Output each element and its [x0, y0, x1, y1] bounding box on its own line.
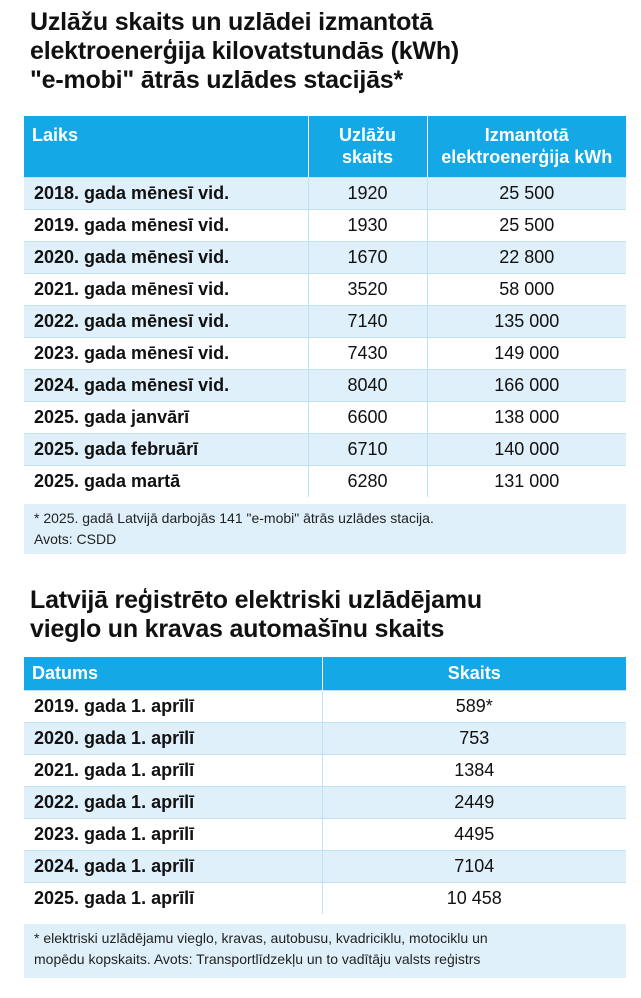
table-row: 2022. gada mēnesī vid. 7140 135 000	[24, 304, 626, 337]
table-row: 2025. gada janvārī 6600 138 000	[24, 400, 626, 433]
footnote-line: * 2025. gadā Latvijā darbojās 141 "e-mob…	[34, 510, 434, 526]
header-line: Izmantotā	[484, 125, 569, 146]
date-cell: 2025. gada 1. aprīlī	[24, 881, 323, 914]
table-row: 2019. gada mēnesī vid. 1930 25 500	[24, 208, 626, 241]
column-header-period: Laiks	[24, 116, 309, 177]
table-header-row: Laiks Uzlāžu skaits Izmantotā elektroene…	[24, 116, 626, 177]
count-cell: 1670	[308, 240, 428, 273]
period-cell: 2019. gada mēnesī vid.	[24, 208, 309, 241]
footnote-line: * elektriski uzlādējamu vieglo, kravas, …	[34, 930, 488, 946]
count-cell: 4495	[322, 817, 626, 850]
date-cell: 2023. gada 1. aprīlī	[24, 817, 323, 850]
energy-cell: 140 000	[427, 432, 626, 465]
count-cell: 3520	[308, 272, 428, 305]
count-cell: 6710	[308, 432, 428, 465]
table-row: 2019. gada 1. aprīlī 589*	[24, 689, 626, 722]
count-cell: 6280	[308, 464, 428, 497]
table-row: 2025. gada martā 6280 131 000	[24, 464, 626, 497]
energy-cell: 22 800	[427, 240, 626, 273]
column-header-date: Datums	[24, 657, 323, 690]
table-row: 2025. gada 1. aprīlī 10 458	[24, 881, 626, 914]
table-row: 2023. gada mēnesī vid. 7430 149 000	[24, 336, 626, 369]
energy-cell: 58 000	[427, 272, 626, 305]
count-cell: 1930	[308, 208, 428, 241]
count-cell: 10 458	[322, 881, 626, 914]
count-cell: 2449	[322, 785, 626, 818]
column-header-count: Uzlāžu skaits	[308, 116, 428, 177]
table-row: 2022. gada 1. aprīlī 2449	[24, 785, 626, 818]
footnote-line: mopēdu kopskaits. Avots: Transportlīdzek…	[34, 951, 481, 967]
count-cell: 7430	[308, 336, 428, 369]
table-row: 2023. gada 1. aprīlī 4495	[24, 817, 626, 850]
count-cell: 753	[322, 721, 626, 754]
title-line: elektroenerģija kilovatstundās (kWh)	[30, 37, 460, 65]
table-row: 2021. gada 1. aprīlī 1384	[24, 753, 626, 786]
header-line: skaits	[341, 147, 394, 168]
period-cell: 2024. gada mēnesī vid.	[24, 368, 309, 401]
energy-cell: 25 500	[427, 208, 626, 241]
date-cell: 2021. gada 1. aprīlī	[24, 753, 323, 786]
count-cell: 7140	[308, 304, 428, 337]
title-line: Latvijā reģistrēto elektriski uzlādējamu	[30, 586, 482, 614]
table-header-row: Datums Skaits	[24, 657, 626, 690]
column-header-count: Skaits	[322, 657, 626, 690]
registered-ev-title: Latvijā reģistrēto elektriski uzlādējamu…	[30, 586, 630, 644]
count-cell: 1920	[308, 176, 428, 209]
period-cell: 2025. gada janvārī	[24, 400, 309, 433]
title-line: vieglo un kravas automašīnu skaits	[30, 615, 445, 643]
energy-cell: 135 000	[427, 304, 626, 337]
energy-cell: 149 000	[427, 336, 626, 369]
title-line: "e-mobi" ātrās uzlādes stacijās*	[30, 66, 404, 94]
period-cell: 2021. gada mēnesī vid.	[24, 272, 309, 305]
date-cell: 2024. gada 1. aprīlī	[24, 849, 323, 882]
column-header-energy: Izmantotā elektroenerģija kWh	[427, 116, 626, 177]
period-cell: 2020. gada mēnesī vid.	[24, 240, 309, 273]
date-cell: 2022. gada 1. aprīlī	[24, 785, 323, 818]
energy-cell: 138 000	[427, 400, 626, 433]
period-cell: 2025. gada februārī	[24, 432, 309, 465]
count-cell: 6600	[308, 400, 428, 433]
energy-cell: 131 000	[427, 464, 626, 497]
count-cell: 7104	[322, 849, 626, 882]
table-row: 2021. gada mēnesī vid. 3520 58 000	[24, 272, 626, 305]
period-cell: 2018. gada mēnesī vid.	[24, 176, 309, 209]
footnote-line: Avots: CSDD	[34, 531, 117, 547]
registered-ev-footnote: * elektriski uzlādējamu vieglo, kravas, …	[24, 924, 626, 978]
table-row: 2025. gada februārī 6710 140 000	[24, 432, 626, 465]
header-line: elektroenerģija kWh	[441, 147, 613, 168]
date-cell: 2019. gada 1. aprīlī	[24, 689, 323, 722]
title-line: Uzlāžu skaits un uzlādei izmantotā	[30, 8, 434, 36]
count-cell: 589*	[322, 689, 626, 722]
count-cell: 1384	[322, 753, 626, 786]
table-row: 2020. gada mēnesī vid. 1670 22 800	[24, 240, 626, 273]
registered-ev-table: Datums Skaits 2019. gada 1. aprīlī 589* …	[24, 657, 626, 914]
table-row: 2024. gada mēnesī vid. 8040 166 000	[24, 368, 626, 401]
period-cell: 2023. gada mēnesī vid.	[24, 336, 309, 369]
charging-table-title: Uzlāžu skaits un uzlādei izmantotā elekt…	[30, 8, 630, 95]
charging-footnote: * 2025. gadā Latvijā darbojās 141 "e-mob…	[24, 504, 626, 554]
energy-cell: 25 500	[427, 176, 626, 209]
energy-cell: 166 000	[427, 368, 626, 401]
date-cell: 2020. gada 1. aprīlī	[24, 721, 323, 754]
period-cell: 2025. gada martā	[24, 464, 309, 497]
count-cell: 8040	[308, 368, 428, 401]
table-row: 2024. gada 1. aprīlī 7104	[24, 849, 626, 882]
charging-stats-table: Laiks Uzlāžu skaits Izmantotā elektroene…	[24, 116, 626, 497]
header-line: Uzlāžu	[338, 125, 396, 146]
table-row: 2020. gada 1. aprīlī 753	[24, 721, 626, 754]
period-cell: 2022. gada mēnesī vid.	[24, 304, 309, 337]
table-row: 2018. gada mēnesī vid. 1920 25 500	[24, 176, 626, 209]
